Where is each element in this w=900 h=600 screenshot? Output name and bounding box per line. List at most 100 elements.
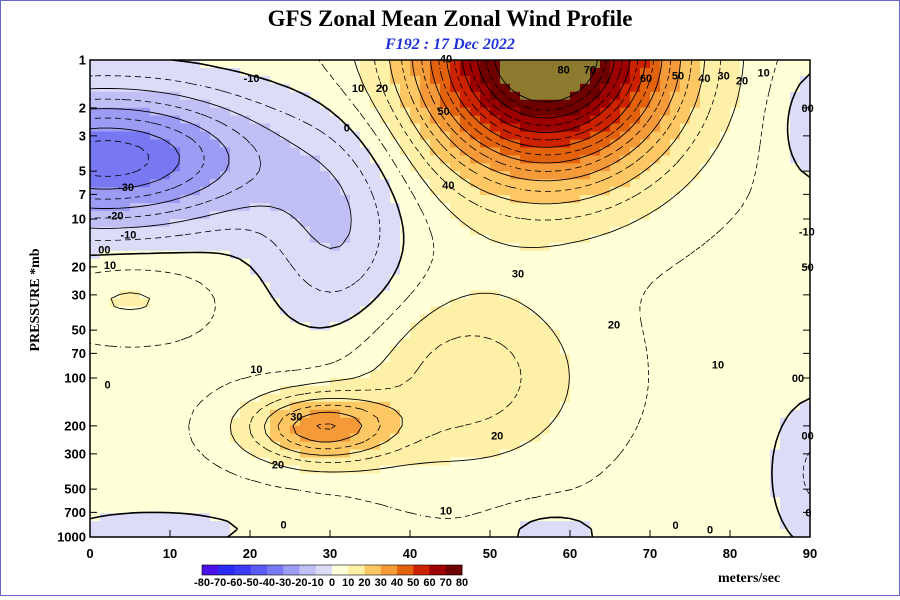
contour-fill-cell xyxy=(360,203,371,212)
contour-fill-cell xyxy=(800,497,811,506)
contour-fill-cell xyxy=(370,171,381,180)
contour-fill-cell xyxy=(680,266,691,276)
contour-fill-cell xyxy=(710,171,721,180)
contour-fill-cell xyxy=(410,481,421,490)
contour-fill-cell xyxy=(710,274,721,284)
contour-fill-cell xyxy=(790,226,801,236)
contour-fill-cell xyxy=(580,266,591,276)
contour-fill-cell xyxy=(590,465,601,474)
contour-fill-cell xyxy=(540,505,551,514)
contour-fill-cell xyxy=(210,362,221,371)
contour-fill-cell xyxy=(270,131,281,141)
contour-fill-cell xyxy=(140,489,151,498)
contour-line-solid xyxy=(89,88,352,249)
contour-fill-cell xyxy=(510,378,521,387)
contour-fill-cell xyxy=(680,163,691,172)
contour-fill-cell xyxy=(290,282,301,292)
contour-fill-cell xyxy=(600,489,611,498)
contour-fill-cell xyxy=(640,529,651,538)
contour-fill-cell xyxy=(750,123,761,133)
contour-fill-cell xyxy=(790,346,801,355)
contour-fill-cell xyxy=(670,123,681,133)
contour-fill-cell xyxy=(640,385,651,395)
contour-fill-cell xyxy=(650,171,661,180)
contour-fill-cell xyxy=(160,99,171,109)
contour-fill-cell xyxy=(390,322,401,331)
contour-fill-cell xyxy=(760,385,771,395)
contour-fill-cell xyxy=(300,163,311,172)
contour-fill-cell xyxy=(200,417,211,427)
contour-fill-cell xyxy=(470,258,481,268)
contour-fill-cell xyxy=(430,123,441,133)
contour-fill-cell xyxy=(430,473,441,482)
contour-fill-cell xyxy=(580,513,591,522)
contour-fill-cell xyxy=(320,393,331,403)
contour-fill-cell xyxy=(200,385,211,395)
contour-fill-cell xyxy=(400,505,411,514)
contour-fill-cell xyxy=(90,529,101,538)
contour-fill-cell xyxy=(680,314,691,323)
contour-fill-cell xyxy=(200,107,211,117)
contour-fill-cell xyxy=(430,529,441,538)
contour-fill-cell xyxy=(610,282,621,292)
contour-fill-cell xyxy=(460,481,471,490)
contour-fill-cell xyxy=(760,529,771,538)
contour-fill-cell xyxy=(190,521,201,530)
contour-fill-cell xyxy=(730,123,741,133)
contour-fill-cell xyxy=(370,75,381,85)
contour-fill-cell xyxy=(220,187,231,196)
contour-fill-cell xyxy=(150,234,161,244)
contour-fill-cell xyxy=(670,489,681,498)
contour-fill-cell xyxy=(530,378,541,387)
contour-fill-cell xyxy=(310,67,321,77)
contour-fill-cell xyxy=(650,346,661,355)
contour-fill-cell xyxy=(460,354,471,363)
contour-fill-cell xyxy=(270,513,281,522)
contour-fill-cell xyxy=(290,107,301,117)
contour-fill-cell xyxy=(630,513,641,522)
contour-fill-cell xyxy=(570,457,581,467)
contour-fill-cell xyxy=(430,274,441,284)
contour-fill-cell xyxy=(270,99,281,109)
contour-fill-cell xyxy=(120,282,131,292)
contour-fill-cell xyxy=(710,203,721,212)
contour-fill-cell xyxy=(610,346,621,355)
contour-fill-cell xyxy=(620,115,631,125)
contour-fill-cell xyxy=(100,131,111,141)
contour-fill-cell xyxy=(570,425,581,435)
contour-fill-cell xyxy=(450,203,461,212)
contour-fill-cell xyxy=(120,529,131,538)
contour-fill-cell xyxy=(630,401,641,411)
contour-fill-cell xyxy=(650,417,661,427)
contour-fill-cell xyxy=(580,242,591,252)
contour-fill-cell xyxy=(90,457,101,467)
contour-fill-cell xyxy=(420,529,431,538)
contour-fill-cell xyxy=(480,226,491,236)
contour-fill-cell xyxy=(790,179,801,188)
contour-fill-cell xyxy=(650,60,661,69)
contour-fill-cell xyxy=(300,441,311,451)
contour-fill-cell xyxy=(270,274,281,284)
contour-fill-cell xyxy=(370,346,381,355)
contour-fill-cell xyxy=(670,179,681,188)
contour-fill-cell xyxy=(800,226,811,236)
contour-fill-cell xyxy=(720,306,731,315)
contour-fill-cell xyxy=(680,91,691,101)
contour-fill-cell xyxy=(210,338,221,347)
contour-fill-cell xyxy=(690,505,701,514)
contour-fill-cell xyxy=(180,91,191,101)
contour-fill-cell xyxy=(440,163,451,172)
contour-fill-cell xyxy=(620,163,631,172)
contour-fill-cell xyxy=(130,370,141,379)
contour-fill-cell xyxy=(760,107,771,117)
contour-fill-cell xyxy=(240,155,251,164)
contour-fill-cell xyxy=(280,441,291,451)
contour-fill-cell xyxy=(430,433,441,443)
contour-fill-cell xyxy=(650,234,661,244)
contour-fill-cell xyxy=(410,409,421,419)
contour-fill-cell xyxy=(710,513,721,522)
contour-fill-cell xyxy=(180,195,191,204)
contour-fill-cell xyxy=(110,298,121,308)
contour-fill-cell xyxy=(520,425,531,435)
contour-fill-cell xyxy=(750,354,761,363)
